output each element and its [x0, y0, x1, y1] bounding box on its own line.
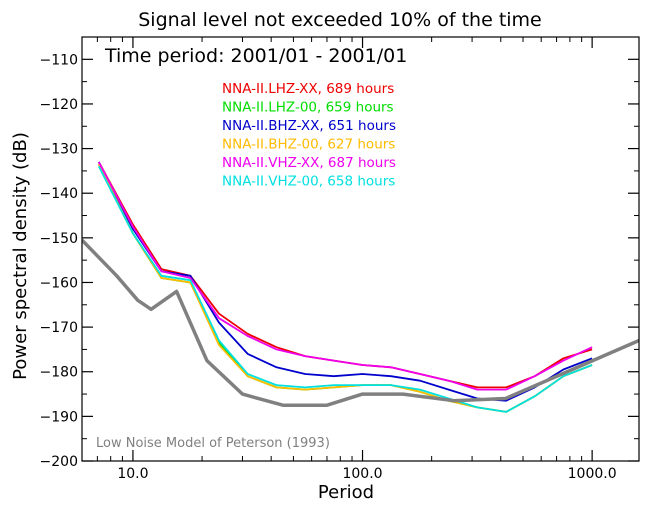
- chart-title: Signal level not exceeded 10% of the tim…: [138, 9, 542, 31]
- series-line-nna-ii-vhz-xx-687-hours: [98, 161, 593, 391]
- legend-entry-nna-ii-bhz-00-627-hours: NNA-II.BHZ-00, 627 hours: [222, 137, 395, 153]
- x-tick-label: 100.0: [342, 466, 382, 482]
- y-tick-label: −150: [40, 231, 78, 247]
- plot-frame: [81, 36, 640, 462]
- y-tick-label: −140: [40, 186, 78, 202]
- series-line-nna-ii-bhz-xx-651-hours: [97, 161, 593, 402]
- y-tick-label: −190: [40, 409, 78, 425]
- series-label-peterson-model: Low Noise Model of Peterson (1993): [96, 436, 330, 451]
- chart-subtitle: Time period: 2001/01 - 2001/01: [104, 45, 407, 67]
- y-tick-label: −170: [40, 320, 78, 336]
- y-tick-label: −180: [40, 365, 78, 381]
- legend-entry-nna-ii-vhz-xx-687-hours: NNA-II.VHZ-XX, 687 hours: [222, 155, 396, 171]
- legend-entry-nna-ii-bhz-xx-651-hours: NNA-II.BHZ-XX, 651 hours: [222, 118, 396, 134]
- y-tick-label: −110: [40, 52, 78, 68]
- legend: NNA-II.LHZ-XX, 689 hours NNA-II.LHZ-00, 6…: [222, 81, 396, 190]
- y-tick-label: −160: [40, 275, 78, 291]
- y-tick-label: −200: [40, 454, 78, 470]
- legend-entry-nna-ii-vhz-00-658-hours: NNA-II.VHZ-00, 658 hours: [222, 174, 395, 190]
- x-axis-label: Period: [318, 482, 374, 503]
- y-axis-label: Power spectral density (dB): [10, 132, 31, 380]
- series-lines: [82, 161, 639, 413]
- legend-entry-nna-ii-lhz-xx-689-hours: NNA-II.LHZ-XX, 689 hours: [222, 81, 394, 97]
- series-line-low-noise-model-of-peterson-1993: [82, 238, 639, 407]
- y-tick-label: −120: [40, 97, 78, 113]
- y-tick-label: −130: [40, 142, 78, 158]
- axis-ticks: −110 −120 −130 −140 −150 −160 −170 −180 −190 −200…: [40, 36, 639, 482]
- legend-entry-nna-ii-lhz-00-659-hours: NNA-II.LHZ-00, 659 hours: [222, 100, 394, 116]
- series-line-nna-ii-vhz-00-658-hours: [97, 165, 593, 413]
- x-tick-label: 10.0: [117, 466, 148, 482]
- x-tick-label: 1000.0: [568, 466, 617, 482]
